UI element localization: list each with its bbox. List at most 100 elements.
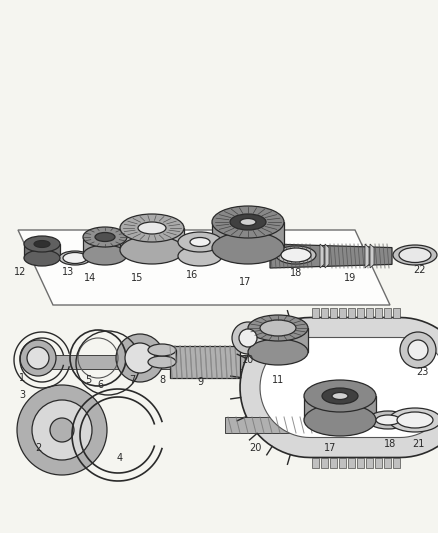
Ellipse shape (20, 340, 56, 376)
Bar (375, 457, 382, 467)
Bar (357, 457, 364, 467)
Ellipse shape (230, 214, 266, 230)
Ellipse shape (304, 404, 376, 436)
Polygon shape (325, 244, 329, 268)
Ellipse shape (322, 388, 358, 404)
Text: 17: 17 (324, 443, 336, 453)
Ellipse shape (27, 347, 49, 369)
Text: 2: 2 (35, 443, 41, 453)
Ellipse shape (240, 219, 256, 225)
Ellipse shape (148, 356, 176, 368)
Bar (357, 308, 364, 318)
Ellipse shape (148, 344, 176, 356)
Polygon shape (178, 242, 222, 256)
Text: 13: 13 (62, 267, 74, 277)
Ellipse shape (400, 332, 436, 368)
Ellipse shape (59, 251, 91, 265)
Ellipse shape (24, 236, 60, 252)
Bar (384, 308, 391, 318)
Ellipse shape (248, 315, 308, 341)
Ellipse shape (63, 253, 87, 263)
Bar (348, 308, 355, 318)
Ellipse shape (116, 334, 164, 382)
Ellipse shape (120, 214, 184, 242)
Text: 18: 18 (290, 268, 302, 278)
Text: 3: 3 (19, 390, 25, 400)
Polygon shape (170, 346, 240, 378)
Ellipse shape (393, 245, 437, 265)
Text: 9: 9 (197, 377, 203, 387)
Ellipse shape (212, 232, 284, 264)
Ellipse shape (24, 250, 60, 266)
Text: 21: 21 (412, 439, 424, 449)
Ellipse shape (50, 418, 74, 442)
Ellipse shape (239, 329, 257, 347)
Polygon shape (225, 417, 360, 433)
Text: 20: 20 (249, 443, 261, 453)
Ellipse shape (138, 222, 166, 234)
Text: 16: 16 (186, 270, 198, 280)
Bar (321, 457, 328, 467)
Text: 5: 5 (85, 375, 91, 385)
Text: 6: 6 (97, 380, 103, 390)
Polygon shape (260, 337, 438, 438)
Text: 4: 4 (117, 453, 123, 463)
Ellipse shape (368, 411, 408, 429)
Ellipse shape (276, 246, 316, 264)
Ellipse shape (17, 385, 107, 475)
Ellipse shape (260, 320, 296, 336)
Text: 19: 19 (344, 273, 356, 283)
Ellipse shape (212, 206, 284, 238)
Polygon shape (365, 244, 369, 268)
Ellipse shape (399, 247, 431, 262)
Bar (312, 457, 319, 467)
Ellipse shape (83, 227, 127, 247)
Ellipse shape (83, 245, 127, 265)
Polygon shape (270, 244, 392, 268)
Ellipse shape (376, 415, 400, 425)
Polygon shape (240, 318, 438, 457)
Text: 12: 12 (14, 267, 26, 277)
Polygon shape (28, 355, 300, 369)
Ellipse shape (408, 340, 428, 360)
Ellipse shape (34, 240, 50, 247)
Polygon shape (18, 230, 390, 305)
Bar (339, 308, 346, 318)
Polygon shape (304, 396, 376, 420)
Text: 22: 22 (414, 265, 426, 275)
Text: 8: 8 (159, 375, 165, 385)
Bar (366, 308, 373, 318)
Bar (339, 457, 346, 467)
Ellipse shape (248, 339, 308, 365)
Bar (375, 308, 382, 318)
Polygon shape (212, 222, 284, 248)
Text: 7: 7 (129, 375, 135, 385)
Bar (393, 308, 400, 318)
Ellipse shape (389, 408, 438, 432)
Ellipse shape (178, 232, 222, 252)
Text: 14: 14 (84, 273, 96, 283)
Ellipse shape (397, 412, 433, 428)
Ellipse shape (281, 248, 311, 262)
Text: 18: 18 (384, 439, 396, 449)
Polygon shape (120, 228, 184, 250)
Ellipse shape (332, 392, 348, 400)
Bar (366, 457, 373, 467)
Bar (321, 308, 328, 318)
Ellipse shape (125, 343, 155, 373)
Polygon shape (370, 244, 374, 268)
Ellipse shape (95, 232, 115, 241)
Text: 10: 10 (242, 355, 254, 365)
Polygon shape (320, 244, 324, 268)
Polygon shape (83, 237, 127, 255)
Ellipse shape (190, 238, 210, 246)
Bar (330, 457, 337, 467)
Text: 15: 15 (131, 273, 143, 283)
Bar (312, 308, 319, 318)
Text: 1: 1 (19, 373, 25, 383)
Polygon shape (24, 244, 60, 258)
Bar (330, 308, 337, 318)
Ellipse shape (32, 400, 92, 460)
Polygon shape (248, 328, 308, 352)
Ellipse shape (120, 236, 184, 264)
